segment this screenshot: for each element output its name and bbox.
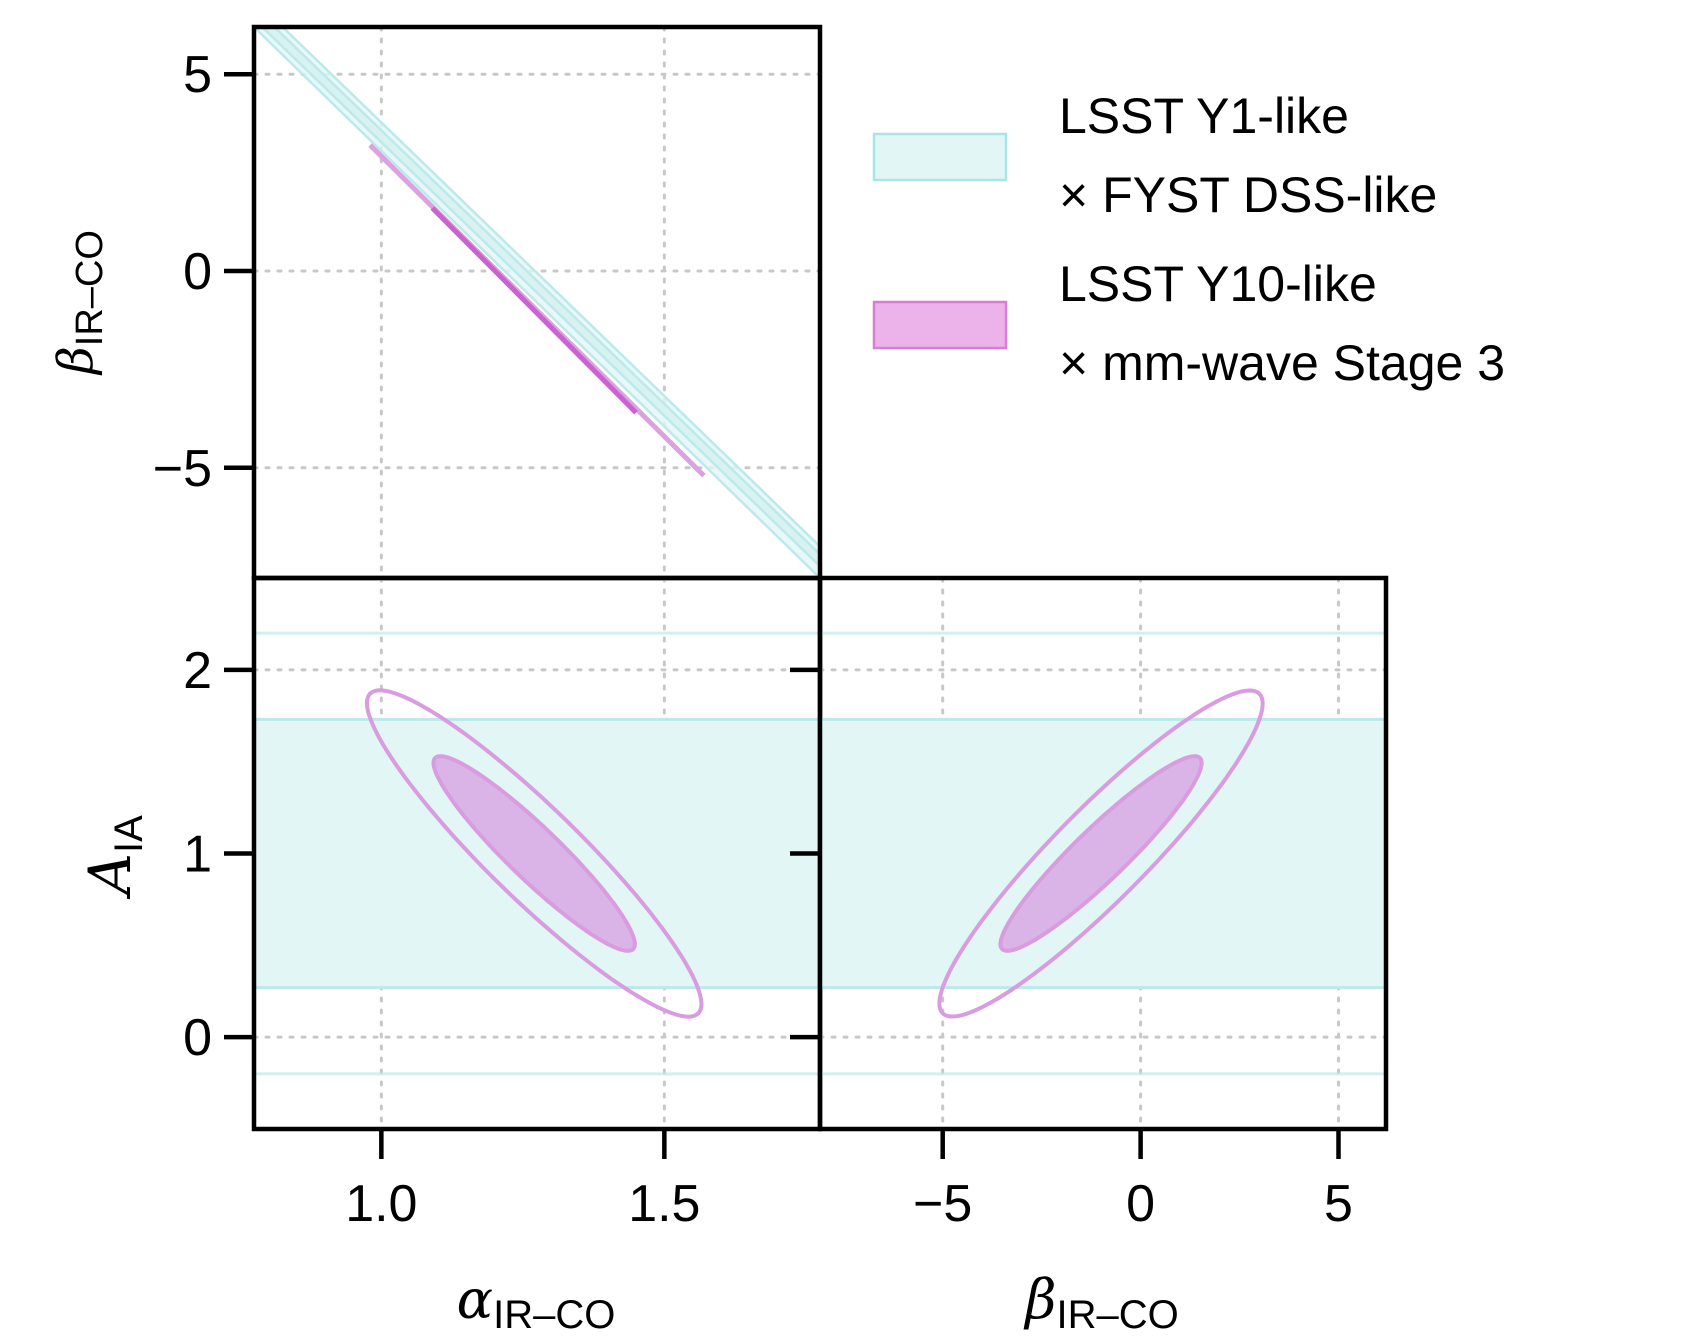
y-axis-label: AIA <box>76 815 151 900</box>
legend-label-series-1-line1: LSST Y1-like <box>1059 88 1349 144</box>
contours <box>254 631 820 1076</box>
y-axis-label: βIR–CO <box>48 230 111 376</box>
panel-alpha-aia: 2 1 0 1.0 1.5 AIA αIR–CO <box>76 575 823 1337</box>
panel-alpha-beta: 5 0 −5 βIR–CO <box>48 24 823 581</box>
series-1-band-68 <box>260 27 820 568</box>
tick-label: −5 <box>153 440 212 498</box>
legend-swatch-series-2 <box>872 300 1008 350</box>
axis-ticks: 2 1 0 1.0 1.5 <box>183 642 820 1233</box>
axis-ticks: −5 0 5 <box>913 1129 1353 1233</box>
series-1-band-95 <box>254 27 820 578</box>
series-2-ellipse-95 <box>937 688 1265 1019</box>
tick-label: 0 <box>1126 1175 1155 1233</box>
series-2-ellipse-68 <box>431 754 637 953</box>
tick-label: −5 <box>913 1175 972 1233</box>
series-2-ellipse-68 <box>998 754 1204 953</box>
series-2-ellipse-95 <box>364 688 704 1019</box>
legend: LSST Y1-like × FYST DSS-like LSST Y10-li… <box>872 88 1505 391</box>
tick-label: 1.5 <box>628 1175 700 1233</box>
panel-frame <box>817 575 1389 1132</box>
contours <box>820 631 1386 1076</box>
tick-label: 1 <box>183 826 212 884</box>
legend-label-series-2-line2: × mm-wave Stage 3 <box>1059 335 1505 391</box>
x-axis-label: αIR–CO <box>457 1268 616 1337</box>
y-axis-ticks: 5 0 −5 <box>153 46 254 498</box>
tick-label: 0 <box>183 243 212 301</box>
legend-label-series-2-line1: LSST Y10-like <box>1059 256 1377 312</box>
tick-label: 5 <box>1324 1175 1353 1233</box>
tick-label: 1.0 <box>345 1175 417 1233</box>
x-axis-label: βIR–CO <box>1023 1268 1178 1337</box>
tick-label: 2 <box>183 642 212 700</box>
tick-label: 5 <box>183 46 212 104</box>
legend-label-series-1-line2: × FYST DSS-like <box>1059 167 1437 223</box>
legend-swatch-series-1 <box>872 132 1008 182</box>
series-2-segment-68 <box>430 206 638 415</box>
panel-beta-aia: −5 0 5 βIR–CO <box>817 575 1389 1337</box>
tick-label: 0 <box>183 1009 212 1067</box>
contours <box>254 27 820 578</box>
